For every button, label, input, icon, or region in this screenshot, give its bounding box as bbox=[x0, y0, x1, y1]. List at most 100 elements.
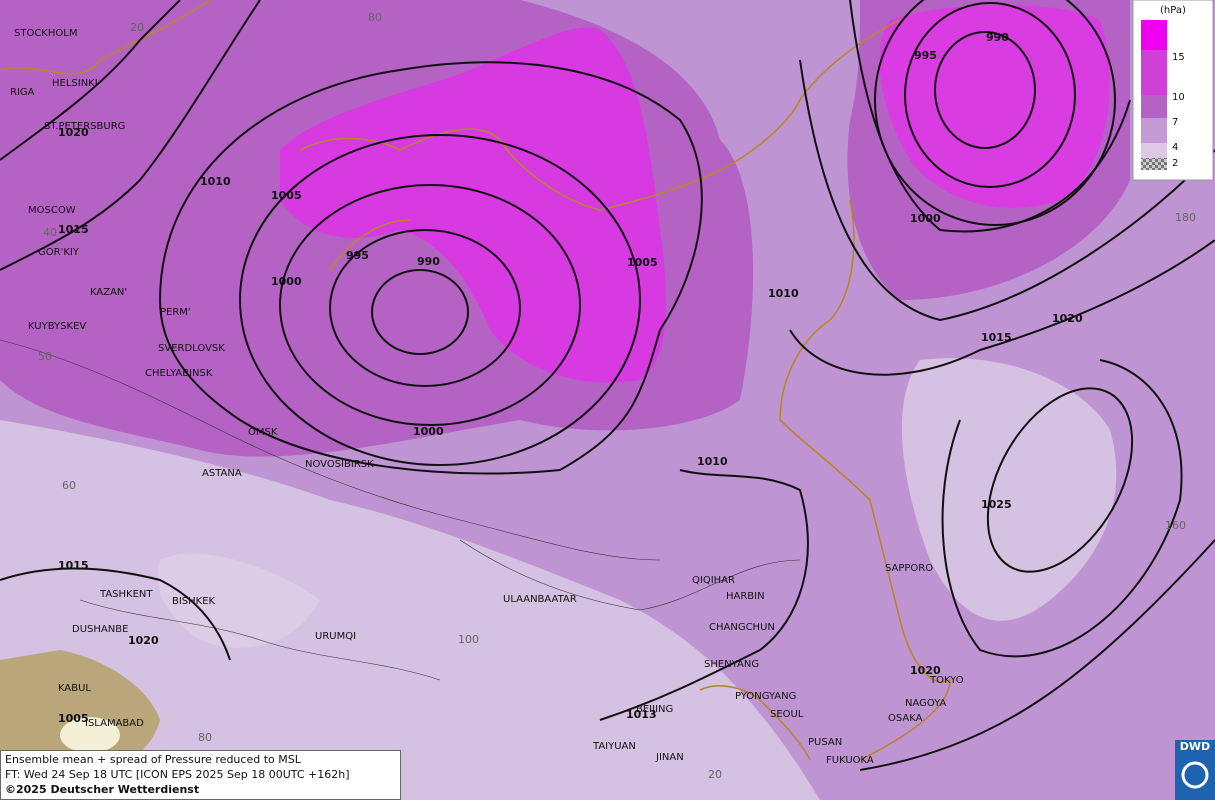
city-label: BEIJING bbox=[636, 704, 673, 715]
logo-swirl bbox=[1181, 761, 1209, 789]
legend-label: 4 bbox=[1172, 142, 1178, 153]
shade-medium bbox=[375, 270, 465, 350]
city-label: ISLAMABAD bbox=[85, 718, 144, 729]
isobars bbox=[0, 0, 1215, 771]
legend-swatch bbox=[1141, 158, 1167, 170]
isobar-label: 1020 bbox=[128, 634, 159, 647]
isobar-label: 1025 bbox=[981, 498, 1012, 511]
city-label: MOSCOW bbox=[28, 205, 76, 216]
shade-light bbox=[901, 358, 1117, 621]
legend-swatch bbox=[1141, 20, 1167, 50]
shade-light bbox=[0, 420, 820, 800]
city-label: DUSHANBE bbox=[72, 624, 128, 635]
city-label: RIGA bbox=[10, 87, 35, 98]
coastline bbox=[299, 19, 901, 211]
logo-box bbox=[1175, 740, 1215, 800]
city-label: NAGOYA bbox=[905, 698, 947, 709]
border bbox=[79, 599, 441, 681]
city-label: ST.PETERSBURG bbox=[44, 121, 125, 132]
graticule-label: 180 bbox=[1175, 211, 1196, 224]
isobar-label: 990 bbox=[417, 255, 440, 268]
labels: STOCKHOLM HELSINKI RIGA ST.PETERSBURG MOSCOW… bbox=[10, 11, 1196, 781]
isobar-label: 990 bbox=[986, 31, 1009, 44]
city-label: PUSAN bbox=[808, 737, 842, 748]
city-label: SVERDLOVSK bbox=[158, 343, 225, 354]
city-label: QIQIHAR bbox=[692, 575, 735, 586]
isobar bbox=[239, 134, 641, 466]
isobar-label: 1020 bbox=[1052, 312, 1083, 325]
city-label: KUYBYSKEV bbox=[28, 321, 86, 332]
city-label: TOKYO bbox=[929, 675, 964, 686]
isobar bbox=[789, 239, 1215, 376]
isobar bbox=[941, 359, 1183, 658]
city-label: PERM' bbox=[160, 307, 191, 318]
graticule-label: 160 bbox=[1165, 519, 1186, 532]
isobar-label: 995 bbox=[346, 249, 369, 262]
isobar-label: 1020 bbox=[910, 664, 941, 677]
isobar-label: 1013 bbox=[626, 708, 657, 721]
city-label: OSAKA bbox=[888, 713, 923, 724]
graticule-label: 100 bbox=[458, 633, 479, 646]
isobar-label: 995 bbox=[914, 49, 937, 62]
graticule-label: 50 bbox=[38, 350, 52, 363]
legend-label: 2 bbox=[1172, 158, 1178, 169]
graticule-label: 20 bbox=[130, 21, 144, 34]
isobar bbox=[371, 269, 469, 355]
city-label: TASHKENT bbox=[99, 589, 153, 600]
terrain bbox=[60, 717, 120, 753]
coastline bbox=[0, 0, 211, 75]
isobar bbox=[849, 0, 1131, 233]
legend-swatch bbox=[1141, 50, 1167, 95]
isobar-label: 1010 bbox=[200, 175, 231, 188]
city-label: URUMQI bbox=[315, 631, 356, 642]
isobar bbox=[159, 61, 703, 475]
city-label: HELSINKI bbox=[52, 78, 98, 89]
city-label: CHELYABINSK bbox=[145, 368, 213, 379]
isobar-label: 1005 bbox=[271, 189, 302, 202]
isobar-label: 1005 bbox=[627, 256, 658, 269]
logo: DWD bbox=[1175, 740, 1215, 800]
graticule-label: 60 bbox=[62, 479, 76, 492]
isobar-label: 1000 bbox=[910, 212, 941, 225]
isobar-label: 1015 bbox=[58, 223, 89, 236]
footer: Ensemble mean + spread of Pressure reduc… bbox=[0, 750, 401, 800]
legend-label: 15 bbox=[1172, 52, 1185, 63]
graticule-label: 40 bbox=[43, 226, 57, 239]
city-label: PYONGYANG bbox=[735, 691, 796, 702]
shade-medium bbox=[0, 92, 130, 155]
city-label: SEOUL bbox=[770, 709, 804, 720]
border bbox=[0, 339, 661, 561]
city-label: OMSK bbox=[248, 427, 278, 438]
city-label: TAIYUAN bbox=[592, 741, 636, 752]
logo-text: DWD bbox=[1180, 740, 1210, 753]
isobar-label: 1020 bbox=[58, 126, 89, 139]
isobar bbox=[279, 184, 581, 426]
graticule-label: 20 bbox=[708, 768, 722, 781]
isobar-label: 1015 bbox=[981, 331, 1012, 344]
isobar bbox=[986, 387, 1134, 573]
legend-swatch bbox=[1141, 95, 1167, 118]
isobar bbox=[874, 0, 1116, 226]
isobar bbox=[0, 0, 261, 271]
graticule-label: 80 bbox=[198, 731, 212, 744]
city-label: HARBIN bbox=[726, 591, 765, 602]
city-label: SHENYANG bbox=[704, 659, 759, 670]
city-label: SAPPORO bbox=[885, 563, 933, 574]
coastlines bbox=[0, 0, 951, 761]
city-label: CHANGCHUN bbox=[709, 622, 775, 633]
isobar bbox=[799, 59, 1215, 322]
city-label: KAZAN' bbox=[90, 287, 127, 298]
isobar-label: 1010 bbox=[697, 455, 728, 468]
city-label: KABUL bbox=[58, 683, 91, 694]
isobar-label: 1015 bbox=[58, 559, 89, 572]
isobar bbox=[934, 31, 1036, 149]
isobar bbox=[904, 2, 1076, 188]
isobar bbox=[0, 0, 181, 161]
city-label: NOVOSIBIRSK bbox=[305, 459, 374, 470]
isobar bbox=[329, 229, 521, 387]
footer-line: ©2025 Deutscher Wetterdienst bbox=[5, 783, 199, 796]
isobar-label: 1010 bbox=[768, 287, 799, 300]
